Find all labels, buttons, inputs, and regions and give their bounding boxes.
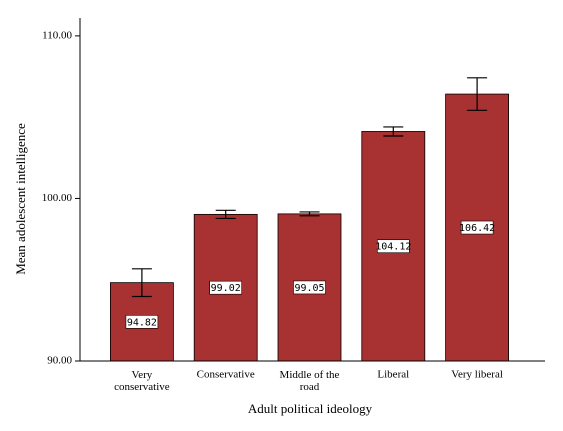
x-tick-label: Very conservative — [114, 369, 170, 393]
x-tick-label: Very liberal — [451, 369, 503, 381]
value-label-box — [376, 239, 410, 254]
y-axis-title: Mean adolescent intelligence — [13, 123, 28, 275]
value-label: 99.02 — [211, 283, 241, 294]
value-label-box — [125, 315, 159, 329]
value-label: 99.05 — [294, 283, 324, 294]
value-label-box — [209, 280, 242, 295]
value-label-box — [460, 220, 494, 235]
value-label: 94.82 — [127, 317, 157, 328]
y-tick-label: 110.00 — [42, 29, 72, 41]
x-tick-label: Middle of the road — [280, 369, 340, 393]
y-tick-label: 100.00 — [42, 192, 73, 204]
x-tick-label: Liberal — [377, 369, 409, 381]
x-tick-label: Conservative — [197, 369, 255, 381]
value-label: 104.12 — [375, 242, 411, 253]
y-tick-label: 90.00 — [47, 355, 72, 367]
value-label: 106.42 — [459, 223, 495, 234]
x-axis-title: Adult political ideology — [248, 401, 373, 416]
value-label-box — [293, 280, 326, 295]
